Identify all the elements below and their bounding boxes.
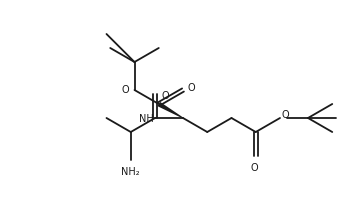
Text: O: O [161,91,169,101]
Text: O: O [187,83,195,93]
Text: O: O [282,110,290,120]
Text: NH: NH [139,114,154,124]
Text: O: O [122,85,130,95]
Polygon shape [158,102,183,118]
Text: O: O [251,163,258,173]
Text: NH₂: NH₂ [121,167,140,177]
